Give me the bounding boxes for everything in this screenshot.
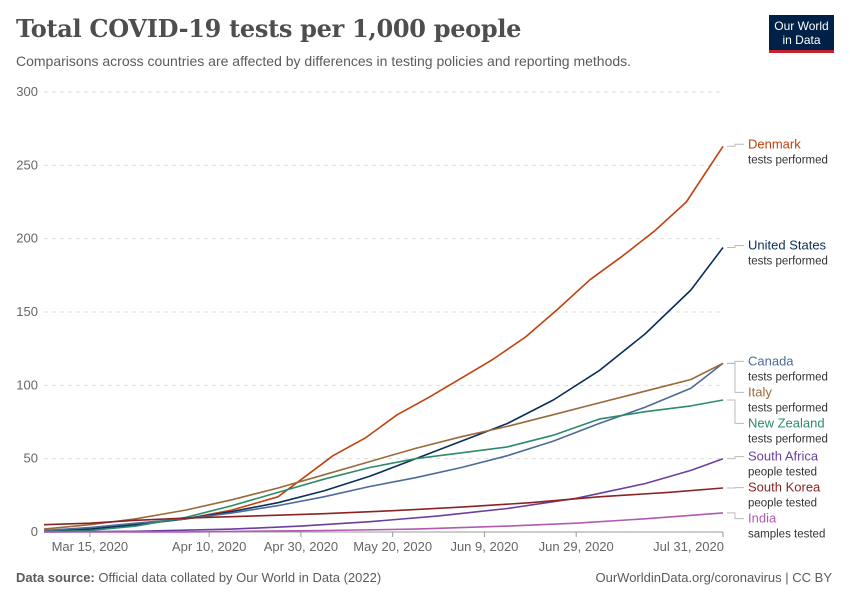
x-tick-label: Apr 10, 2020 [172, 539, 246, 554]
label-connector-new-zealand [727, 399, 744, 424]
label-connector-united-states [727, 244, 744, 248]
data-source-label: Data source: [16, 570, 95, 585]
series-label-united-states: United States [748, 237, 827, 252]
series-line-denmark [43, 145, 724, 532]
series-label-india: India [748, 511, 777, 526]
y-tick-label: 50 [24, 451, 38, 466]
series-label-south-africa: South Africa [748, 449, 819, 464]
label-connector-india [727, 512, 744, 520]
series-label-denmark: Denmark [748, 136, 801, 151]
series-line-italy [43, 362, 724, 530]
series-sublabel-italy: tests performed [748, 402, 828, 414]
label-connector-south-africa [727, 456, 744, 460]
series-sublabel-denmark: tests performed [748, 154, 828, 166]
series-sublabel-canada: tests performed [748, 371, 828, 383]
series-sublabel-new-zealand: tests performed [748, 433, 828, 445]
series-label-canada: Canada [748, 353, 794, 368]
series-label-south-korea: South Korea [748, 480, 821, 495]
y-tick-label: 100 [16, 377, 38, 392]
x-tick-label: Mar 15, 2020 [52, 539, 129, 554]
series-sublabel-south-korea: people tested [748, 498, 817, 510]
series-line-india [43, 512, 724, 533]
series-line-canada [43, 362, 724, 532]
footer-link[interactable]: OurWorldinData.org/coronavirus | CC BY [595, 570, 832, 585]
y-tick-label: 200 [16, 231, 38, 246]
series-sublabel-india: samples tested [748, 529, 825, 541]
label-connector-italy [727, 362, 744, 393]
x-tick-label: May 20, 2020 [353, 539, 432, 554]
x-tick-label: Jun 9, 2020 [450, 539, 518, 554]
series-label-italy: Italy [748, 384, 772, 399]
data-source: Data source: Official data collated by O… [16, 570, 381, 585]
x-tick-label: Jun 29, 2020 [539, 539, 614, 554]
y-tick-label: 300 [16, 84, 38, 99]
y-tick-label: 150 [16, 304, 38, 319]
x-tick-label: Jul 31, 2020 [653, 539, 724, 554]
series-line-south-africa [43, 457, 724, 533]
y-tick-label: 250 [16, 157, 38, 172]
series-sublabel-united-states: tests performed [748, 255, 828, 267]
series-sublabel-south-africa: people tested [748, 467, 817, 479]
x-tick-label: Apr 30, 2020 [264, 539, 338, 554]
logo-line-2: in Data [782, 33, 821, 47]
chart-subtitle: Comparisons across countries are affecte… [16, 53, 632, 69]
chart-title: Total COVID-19 tests per 1,000 people [16, 14, 522, 43]
owid-logo[interactable]: Our World in Data [769, 15, 834, 53]
series-line-new-zealand [43, 399, 724, 533]
data-source-text: Official data collated by Our World in D… [98, 570, 382, 585]
series-label-new-zealand: New Zealand [748, 415, 825, 430]
logo-line-1: Our World [774, 19, 829, 33]
series-line-south-korea [43, 487, 724, 526]
y-tick-label: 0 [31, 524, 38, 539]
label-connector-denmark [727, 143, 744, 147]
